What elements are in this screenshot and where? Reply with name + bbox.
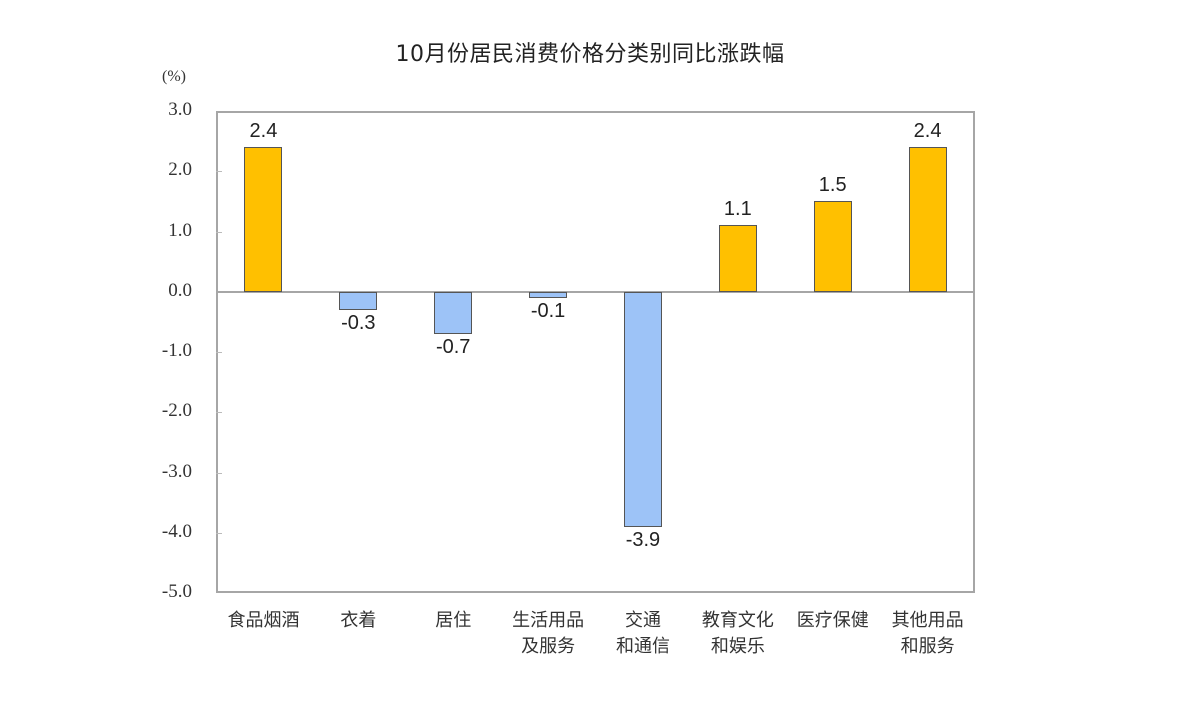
- bar-value-label: 1.1: [723, 198, 752, 221]
- x-category-label-line: 和娱乐: [710, 636, 765, 657]
- y-tick-label: 3.0: [168, 99, 192, 120]
- bar-value-label: 2.4: [913, 120, 942, 143]
- bar: [908, 147, 947, 292]
- x-category-label-line: 交通: [625, 610, 661, 631]
- bar-value-label: 1.5: [818, 174, 847, 197]
- y-tick-label: 2.0: [168, 159, 192, 181]
- y-tick-mark: [216, 231, 222, 233]
- y-tick-mark: [216, 352, 222, 353]
- x-category-label: 衣着: [311, 608, 406, 634]
- y-tick-label: -2.0: [161, 400, 192, 422]
- x-category-label-line: 和服务: [900, 636, 955, 657]
- y-tick-label: 1.0: [168, 219, 192, 241]
- bar: [718, 225, 757, 292]
- y-tick-mark: [216, 171, 222, 173]
- bar: [529, 291, 568, 298]
- bar: [434, 291, 473, 334]
- y-tick-label: -3.0: [161, 460, 192, 482]
- x-category-label: 教育文化 和娱乐: [690, 608, 785, 660]
- x-category-label-line: 及服务: [521, 636, 576, 657]
- bar-value-label: -0.7: [435, 335, 471, 358]
- bar-value-label: -0.3: [341, 311, 376, 334]
- y-tick-label: -4.0: [161, 520, 192, 542]
- x-category-label-line: 食品烟酒: [227, 610, 300, 631]
- x-category-label: 医疗保健: [785, 608, 880, 634]
- y-tick-mark: [216, 532, 222, 534]
- x-category-label: 食品烟酒: [216, 608, 311, 634]
- y-tick-label: -1.0: [161, 340, 192, 361]
- bar: [813, 201, 852, 292]
- x-category-label: 居住: [406, 608, 501, 634]
- x-category-label-line: 居住: [435, 610, 472, 631]
- x-category-label-line: 生活用品: [512, 610, 585, 631]
- x-category-label-line: 教育文化: [701, 610, 774, 631]
- x-category-label-line: 衣着: [340, 610, 377, 631]
- bar-value-label: 2.4: [249, 120, 278, 143]
- y-axis-unit-label: (%): [162, 68, 186, 85]
- y-tick-label: 0.0: [168, 279, 192, 301]
- y-tick-mark: [216, 412, 222, 414]
- chart-title: 10月份居民消费价格分类别同比涨跌幅: [395, 42, 785, 67]
- x-category-label: 生活用品 及服务: [501, 608, 596, 660]
- zero-baseline: [216, 290, 975, 293]
- x-category-label-line: 其他用品: [891, 610, 964, 631]
- x-category-label: 其他用品 和服务: [880, 608, 975, 660]
- x-category-label-line: 医疗保健: [796, 610, 869, 631]
- y-tick-mark: [216, 472, 222, 474]
- x-category-label-line: 和通信: [616, 636, 670, 657]
- bar: [244, 147, 283, 292]
- bar: [623, 291, 662, 527]
- bar: [339, 291, 378, 310]
- y-tick-label: -5.0: [161, 581, 192, 602]
- x-category-label: 交通 和通信: [596, 608, 691, 660]
- bar-value-label: -3.9: [625, 528, 661, 551]
- bar-value-label: -0.1: [530, 299, 566, 322]
